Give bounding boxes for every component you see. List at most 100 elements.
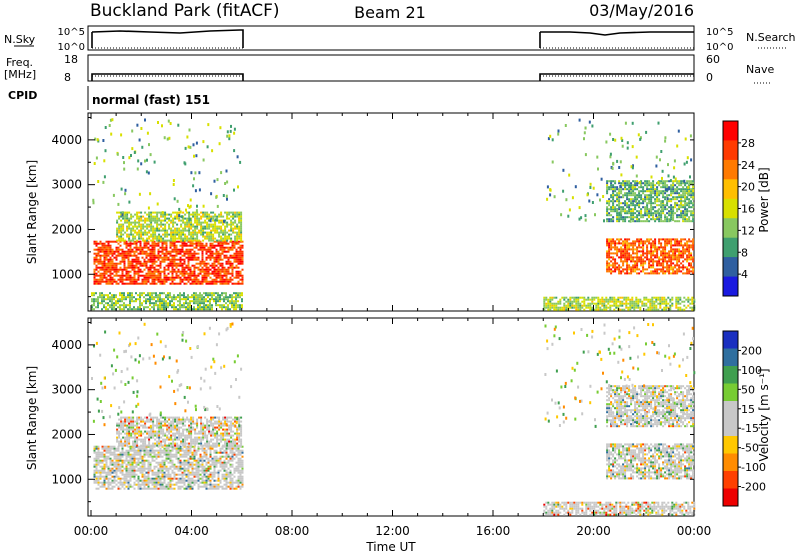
echo-cell (210, 235, 213, 238)
echo-cell (191, 282, 194, 285)
echo-cell (666, 264, 669, 267)
echo-cell (193, 302, 195, 305)
echo-cell (183, 252, 186, 255)
echo-cell (105, 254, 108, 257)
echo-cell (191, 453, 194, 456)
echo-cell (148, 213, 151, 216)
echo-cell (632, 258, 635, 261)
echo-cell (230, 233, 233, 236)
echo-cell (608, 270, 611, 273)
sparse-echo (688, 182, 691, 186)
echo-cell (606, 206, 609, 209)
echo-cell (630, 244, 633, 247)
echo-cell (193, 254, 196, 257)
echo-cell (137, 278, 140, 281)
echo-cell (567, 298, 570, 301)
echo-cell (214, 231, 217, 234)
echo-cell (614, 244, 617, 247)
echo-cell (139, 240, 142, 243)
echo-cell (97, 298, 99, 301)
echo-cell (135, 250, 138, 253)
echo-cell (648, 240, 651, 243)
echo-cell (223, 266, 226, 269)
echo-cell (131, 445, 134, 448)
sparse-echo (635, 174, 638, 178)
echo-cell (668, 220, 671, 223)
echo-cell (189, 272, 192, 275)
echo-cell (612, 200, 615, 203)
echo-cell (190, 225, 193, 228)
echo-cell (241, 254, 244, 257)
echo-cell (630, 198, 633, 201)
echo-cell (107, 242, 110, 245)
echo-cell (137, 298, 139, 301)
echo-cell (125, 463, 128, 466)
echo-cell (163, 300, 165, 303)
echo-cell (145, 280, 148, 283)
echo-cell (140, 223, 143, 226)
echo-cell (135, 292, 137, 295)
echo-cell (642, 254, 645, 257)
echo-cell (674, 248, 677, 251)
echo-cell (622, 268, 625, 271)
echo-cell (149, 282, 152, 285)
echo-cell (95, 264, 98, 267)
echo-cell (155, 276, 158, 279)
echo-cell (164, 213, 167, 216)
echo-cell (195, 266, 198, 269)
echo-cell (215, 292, 217, 295)
echo-cell (179, 294, 181, 297)
echo-cell (211, 445, 214, 448)
echo-cell (190, 235, 193, 238)
echo-cell (125, 453, 128, 456)
echo-cell (131, 461, 134, 464)
echo-cell (157, 242, 160, 245)
echo-cell (131, 268, 134, 271)
echo-cell (159, 254, 162, 257)
echo-cell (215, 459, 218, 462)
echo-cell (165, 244, 168, 247)
echo-cell (201, 457, 204, 460)
echo-cell (153, 274, 156, 277)
echo-cell (213, 278, 216, 281)
echo-cell (618, 190, 621, 193)
echo-cell (172, 221, 175, 224)
echo-cell (192, 229, 195, 232)
echo-cell (672, 270, 675, 273)
echo-cell (630, 200, 633, 203)
echo-cell (221, 250, 224, 253)
echo-cell (126, 213, 129, 216)
echo-cell (139, 308, 141, 311)
echo-cell (133, 465, 136, 468)
echo-cell (155, 455, 158, 458)
echo-cell (150, 215, 153, 218)
echo-cell (140, 229, 143, 232)
echo-cell (601, 300, 604, 303)
echo-cell (127, 254, 130, 257)
echo-cell (153, 451, 156, 454)
sparse-echo (629, 219, 632, 223)
echo-cell (237, 294, 239, 297)
echo-cell (127, 262, 130, 265)
echo-cell (232, 229, 235, 232)
echo-cell (107, 278, 110, 281)
echo-cell (678, 204, 681, 207)
echo-cell (646, 186, 649, 189)
echo-cell (229, 276, 232, 279)
echo-cell (545, 296, 548, 299)
echo-cell (111, 304, 113, 307)
echo-cell (231, 268, 234, 271)
echo-cell (656, 210, 659, 213)
echo-cell (187, 258, 190, 261)
echo-cell (624, 244, 627, 247)
sparse-echo (195, 141, 198, 145)
echo-cell (159, 300, 161, 303)
echo-cell (652, 180, 655, 183)
echo-cell (143, 459, 146, 462)
echo-cell (141, 270, 144, 273)
echo-cell (139, 274, 142, 277)
echo-cell (672, 250, 675, 253)
echo-cell (209, 292, 211, 295)
echo-cell (634, 198, 637, 201)
echo-cell (686, 218, 689, 221)
